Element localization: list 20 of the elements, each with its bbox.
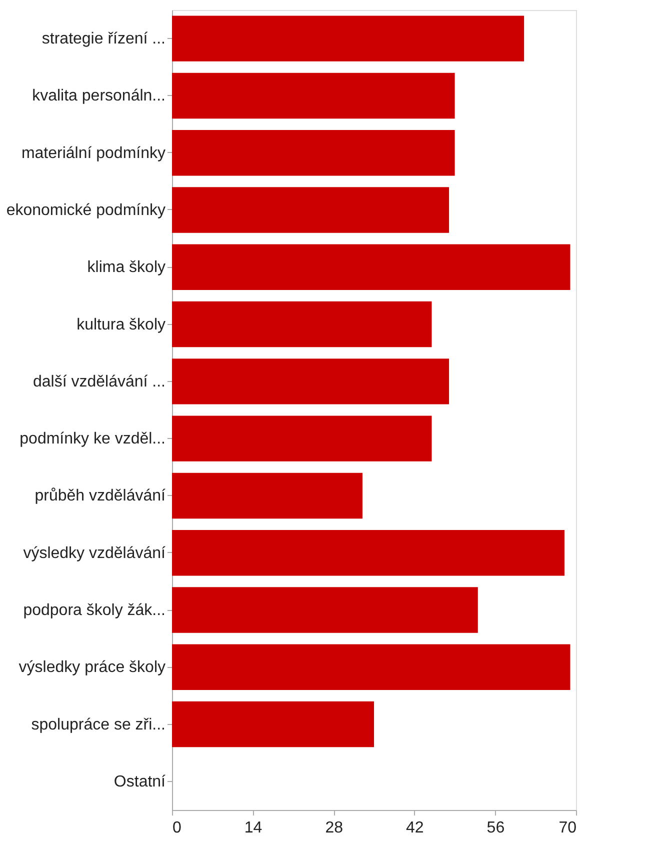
x-tick-label: 42 — [406, 820, 424, 836]
y-tick-label: kultura školy — [76, 316, 166, 334]
x-tick-label: 28 — [325, 820, 344, 836]
y-tick-label: strategie řízení ... — [42, 30, 166, 48]
y-tick-label: výsledky práce školy — [18, 659, 166, 676]
y-tick-label: průběh vzdělávání — [34, 488, 166, 505]
y-tick-label: Ostatní — [114, 773, 166, 790]
y-tick-label: kvalita personáln... — [32, 88, 166, 105]
y-tick-label: materiální podmínky — [21, 144, 166, 162]
x-tick-label: 70 — [558, 820, 577, 836]
y-tick-label: výsledky vzdělávání — [23, 544, 166, 562]
y-tick-label: další vzdělávání ... — [32, 373, 166, 390]
x-tick-label: 14 — [244, 820, 262, 836]
y-tick-label: podpora školy žák... — [23, 602, 166, 619]
y-tick-label: spolupráce se zři... — [31, 716, 166, 734]
x-tick-label: 56 — [486, 820, 505, 836]
y-tick-label: klima školy — [87, 259, 166, 276]
y-tick-label: podmínky ke vzděl... — [20, 430, 166, 448]
x-tick-label: 0 — [172, 820, 182, 836]
y-tick-label: ekonomické podmínky — [6, 202, 166, 219]
